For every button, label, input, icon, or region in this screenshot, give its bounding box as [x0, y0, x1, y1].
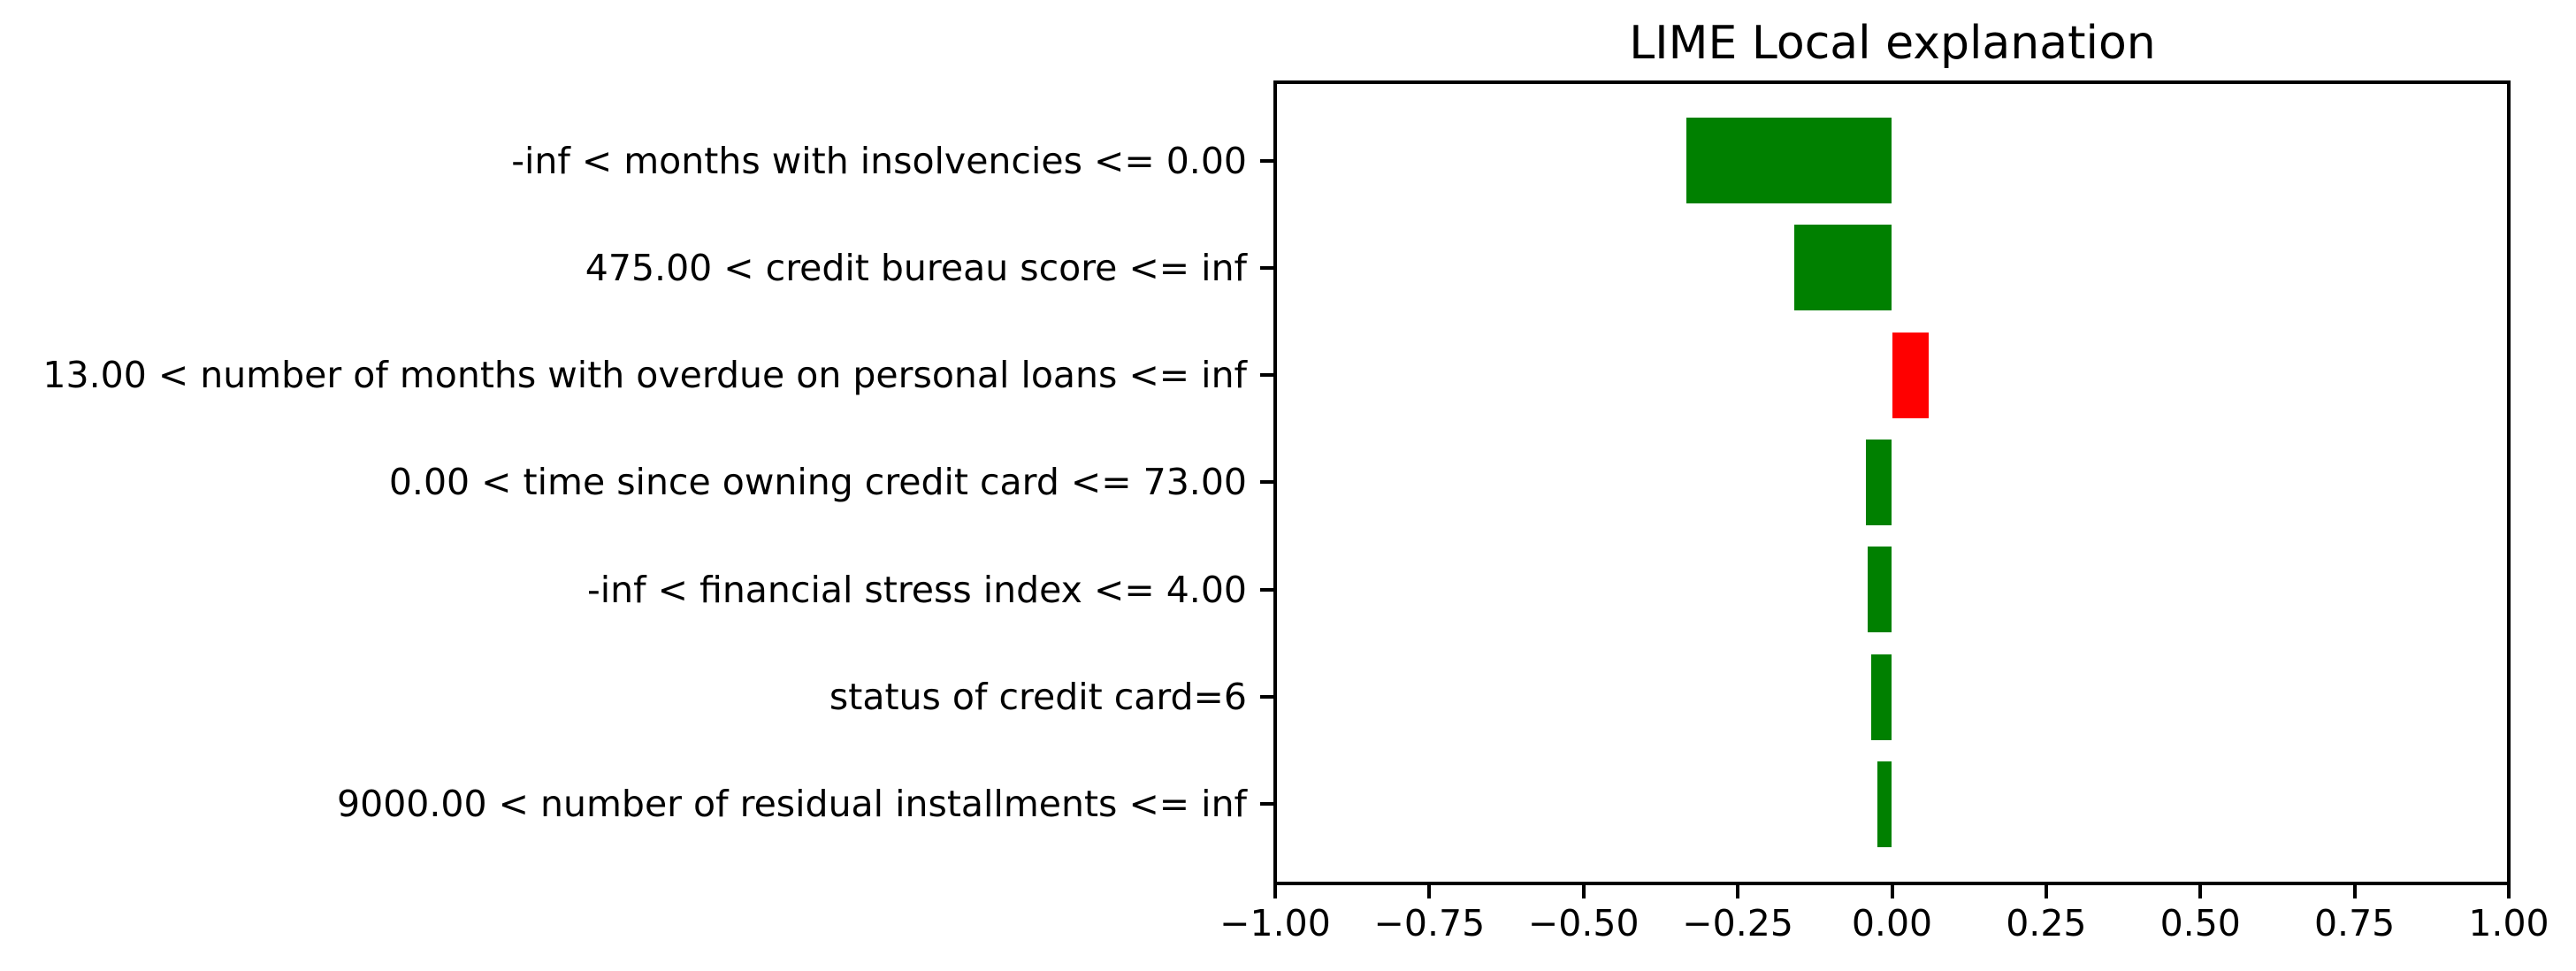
x-axis-tick	[2044, 883, 2048, 898]
x-axis-tick	[1890, 883, 1894, 898]
bar-negative	[1685, 118, 1892, 203]
y-axis-tick	[1260, 480, 1275, 485]
x-axis-tick-label: −1.00	[1219, 902, 1331, 944]
y-axis-label: 13.00 < number of months with overdue on…	[42, 354, 1247, 397]
y-axis-tick	[1260, 587, 1275, 592]
x-axis-tick-label: 0.25	[2006, 902, 2087, 944]
bar-negative	[1877, 761, 1892, 847]
x-axis-tick-label: −0.50	[1527, 902, 1640, 944]
y-axis-tick	[1260, 265, 1275, 270]
x-axis-tick	[2198, 883, 2203, 898]
y-axis-label: 0.00 < time since owning credit card <= …	[388, 461, 1247, 504]
y-axis-label: 9000.00 < number of residual installment…	[337, 783, 1247, 826]
x-axis-tick	[1736, 883, 1740, 898]
x-axis-tick	[2352, 883, 2357, 898]
x-axis-tick-label: 0.75	[2313, 902, 2396, 944]
plot-area	[1273, 80, 2511, 885]
chart-title: LIME Local explanation	[1629, 17, 2156, 70]
y-axis-label: -inf < financial stress index <= 4.00	[586, 568, 1247, 611]
x-axis-tick	[1581, 883, 1586, 898]
x-axis-tick	[1427, 883, 1432, 898]
y-axis-tick	[1260, 802, 1275, 807]
bar-negative	[1794, 225, 1892, 311]
bar-positive	[1892, 332, 1930, 418]
bar-negative	[1866, 439, 1892, 525]
x-axis-tick	[1273, 883, 1277, 898]
x-axis-tick-label: 0.00	[1851, 902, 1933, 944]
y-axis-tick	[1260, 695, 1275, 700]
bar-negative	[1868, 547, 1892, 633]
bar-negative	[1871, 654, 1892, 740]
x-axis-tick	[2507, 883, 2511, 898]
x-axis-tick-label: −0.25	[1682, 902, 1793, 944]
x-axis-tick-label: −0.75	[1373, 902, 1486, 944]
x-axis-tick-label: 0.50	[2159, 902, 2241, 944]
y-axis-tick	[1260, 158, 1275, 163]
x-axis-tick-label: 1.00	[2468, 902, 2549, 944]
y-axis-label: 475.00 < credit bureau score <= inf	[585, 246, 1247, 289]
y-axis-tick	[1260, 373, 1275, 378]
y-axis-label: -inf < months with insolvencies <= 0.00	[511, 139, 1247, 182]
y-axis-label: status of credit card=6	[829, 676, 1247, 719]
